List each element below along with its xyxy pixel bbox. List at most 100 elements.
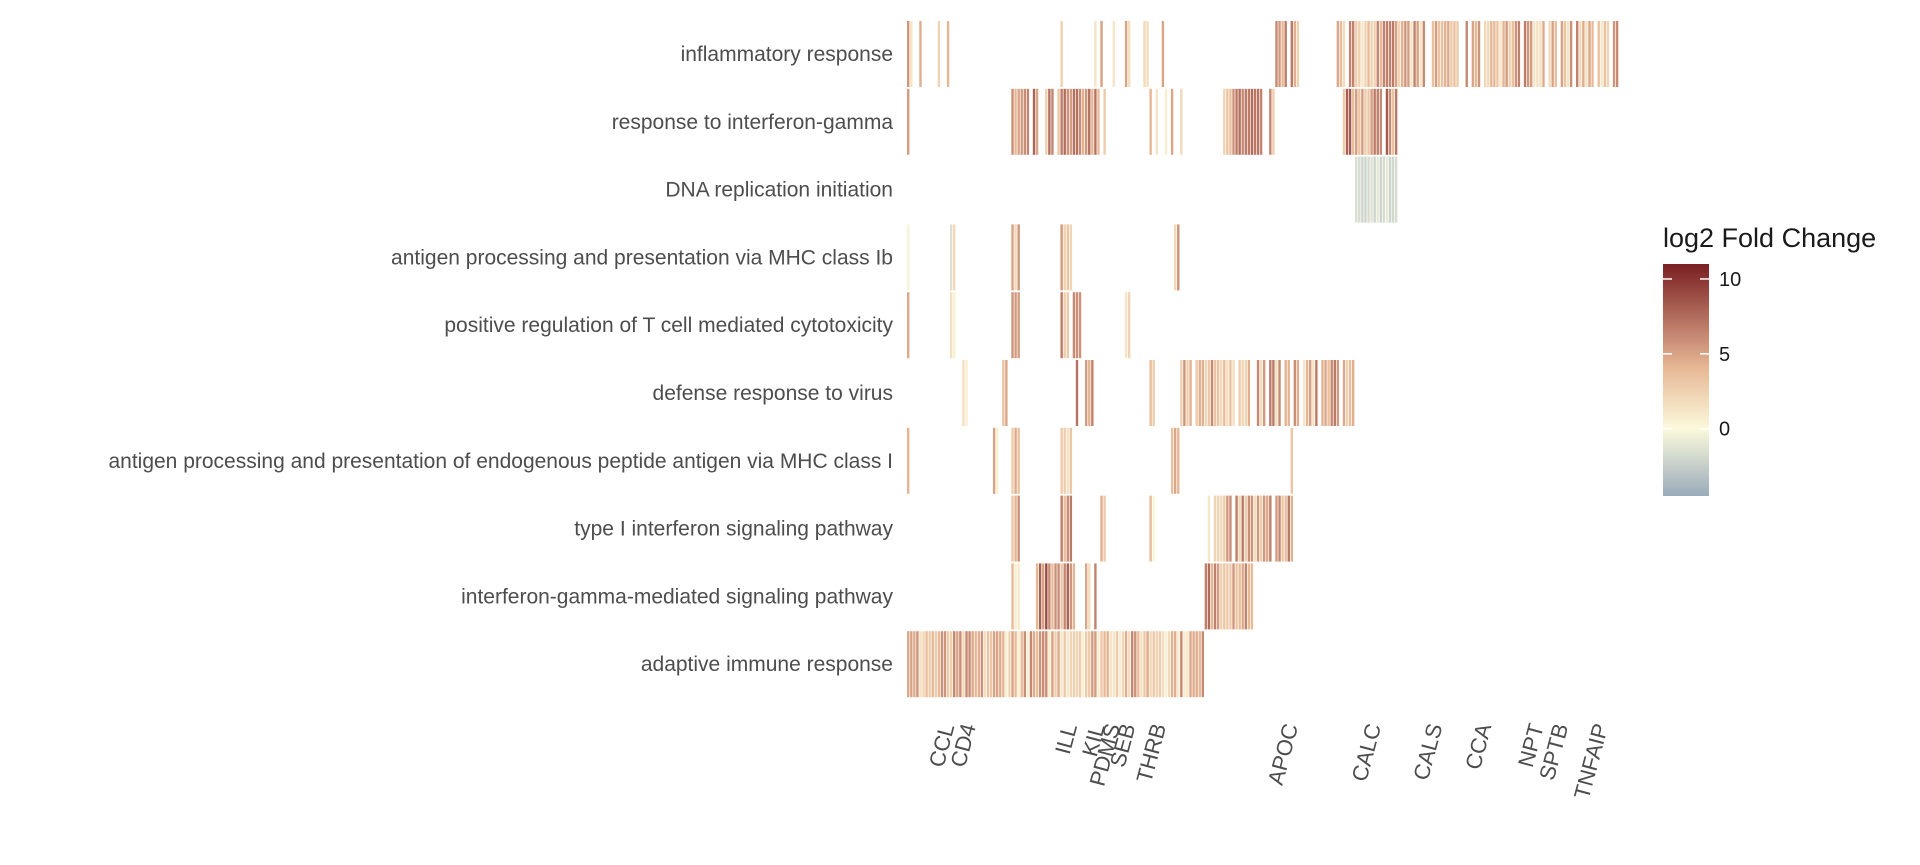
heatmap-cell bbox=[1213, 563, 1217, 630]
heatmap-cell bbox=[1106, 631, 1109, 698]
heatmap-cell bbox=[1011, 563, 1014, 630]
heatmap-cell bbox=[1342, 21, 1346, 87]
heatmap-cell bbox=[1017, 292, 1020, 359]
gene-label: TNFAIP bbox=[1569, 721, 1613, 802]
heatmap-cell bbox=[1431, 21, 1435, 87]
heatmap-cell bbox=[1327, 360, 1330, 426]
heatmap-cell bbox=[910, 631, 913, 698]
heatmap-cell bbox=[1143, 631, 1146, 698]
gene-label: CALC bbox=[1347, 721, 1386, 784]
heatmap-cell bbox=[946, 21, 950, 87]
heatmap-cell bbox=[1238, 360, 1241, 426]
heatmap-cell bbox=[1155, 88, 1158, 155]
heatmap-cell bbox=[1198, 631, 1201, 698]
heatmap-cell bbox=[1269, 88, 1272, 155]
heatmap-cell bbox=[1057, 563, 1060, 630]
heatmap-rows bbox=[907, 21, 1619, 698]
heatmap-cell bbox=[1247, 88, 1251, 155]
heatmap-cell bbox=[1364, 88, 1367, 155]
heatmap-cell bbox=[1054, 631, 1057, 698]
heatmap-cell bbox=[1296, 21, 1300, 87]
heatmap-cell bbox=[1210, 563, 1214, 630]
heatmap-cell bbox=[1232, 88, 1235, 155]
heatmap-cell bbox=[1533, 21, 1536, 87]
heatmap-row bbox=[907, 88, 1398, 155]
heatmap-cell bbox=[1066, 292, 1069, 359]
heatmap-cell bbox=[1483, 21, 1487, 87]
heatmap-cell bbox=[1229, 495, 1232, 562]
heatmap-cell bbox=[1017, 563, 1020, 630]
heatmap-cell bbox=[1094, 563, 1097, 630]
heatmap-cell bbox=[1048, 563, 1051, 630]
heatmap-cell bbox=[1355, 21, 1358, 87]
heatmap-cell bbox=[1045, 631, 1048, 698]
heatmap-cell bbox=[1127, 21, 1131, 87]
heatmap-cell bbox=[1290, 495, 1294, 562]
heatmap-cell bbox=[1391, 21, 1395, 87]
heatmap-cell bbox=[1364, 21, 1367, 87]
heatmap-cell bbox=[1057, 88, 1060, 155]
heatmap-cell bbox=[1358, 88, 1361, 155]
heatmap-cell bbox=[1229, 563, 1232, 630]
heatmap-cell bbox=[1088, 360, 1091, 426]
heatmap-cell bbox=[1309, 360, 1312, 426]
heatmap-cell bbox=[1081, 631, 1085, 698]
heatmap-cell bbox=[949, 224, 953, 291]
heatmap-cell bbox=[1174, 427, 1177, 494]
heatmap-cell bbox=[907, 427, 910, 494]
heatmap-cell bbox=[1551, 21, 1554, 87]
heatmap-cell bbox=[1336, 21, 1340, 87]
heatmap-cell bbox=[1075, 360, 1079, 426]
heatmap-cell bbox=[1054, 563, 1057, 630]
heatmap-cell bbox=[1161, 21, 1165, 87]
heatmap-cell bbox=[1376, 156, 1379, 223]
heatmap-cell bbox=[1226, 495, 1229, 562]
heatmap-cell bbox=[1201, 631, 1205, 698]
legend-colorbar bbox=[1663, 264, 1709, 496]
heatmap-cell bbox=[1579, 21, 1582, 87]
heatmap-cell bbox=[1011, 292, 1014, 359]
heatmap-cell bbox=[1615, 21, 1619, 87]
heatmap-cell bbox=[1370, 88, 1373, 155]
heatmap-cell bbox=[1367, 156, 1370, 223]
heatmap-cell bbox=[953, 292, 956, 359]
heatmap-cell bbox=[1038, 631, 1042, 698]
heatmap-cell bbox=[1069, 495, 1073, 562]
row-label: response to interferon-gamma bbox=[612, 111, 894, 134]
heatmap-row bbox=[907, 427, 1294, 494]
heatmap-cell bbox=[1597, 21, 1600, 87]
heatmap-cell bbox=[1223, 88, 1226, 155]
heatmap-cell bbox=[1011, 224, 1014, 291]
heatmap-cell bbox=[1345, 88, 1349, 155]
color-legend: log2 Fold Change 0 5 10 bbox=[1663, 223, 1876, 496]
heatmap-cell bbox=[1456, 21, 1459, 87]
heatmap-cell bbox=[1023, 88, 1027, 155]
heatmap-cell bbox=[1146, 21, 1149, 87]
heatmap-cell bbox=[1373, 88, 1376, 155]
heatmap-cell bbox=[1088, 88, 1091, 155]
heatmap-cell bbox=[1394, 88, 1398, 155]
heatmap-cell bbox=[1404, 21, 1407, 87]
heatmap-cell bbox=[1542, 21, 1545, 87]
heatmap-cell bbox=[916, 631, 919, 698]
heatmap-cell bbox=[943, 631, 947, 698]
heatmap-cell bbox=[1085, 360, 1088, 426]
heatmap-cell bbox=[1348, 21, 1352, 87]
heatmap-cell bbox=[1379, 156, 1383, 223]
heatmap-cell bbox=[1011, 495, 1014, 562]
heatmap-cell bbox=[1447, 21, 1450, 87]
heatmap-cell bbox=[1121, 631, 1125, 698]
heatmap-cell bbox=[1539, 21, 1542, 87]
row-label: DNA replication initiation bbox=[665, 179, 893, 202]
heatmap-cell bbox=[1017, 427, 1020, 494]
heatmap-cell bbox=[1296, 360, 1300, 426]
row-label: adaptive immune response bbox=[641, 653, 893, 676]
heatmap-cell bbox=[1029, 631, 1033, 698]
heatmap-cell bbox=[1355, 156, 1358, 223]
heatmap-cell bbox=[1177, 427, 1180, 494]
heatmap-cell bbox=[1232, 563, 1235, 630]
heatmap-cell bbox=[956, 631, 959, 698]
heatmap-cell bbox=[1146, 631, 1149, 698]
heatmap-cell bbox=[1352, 360, 1355, 426]
heatmap-cell bbox=[1441, 21, 1444, 87]
